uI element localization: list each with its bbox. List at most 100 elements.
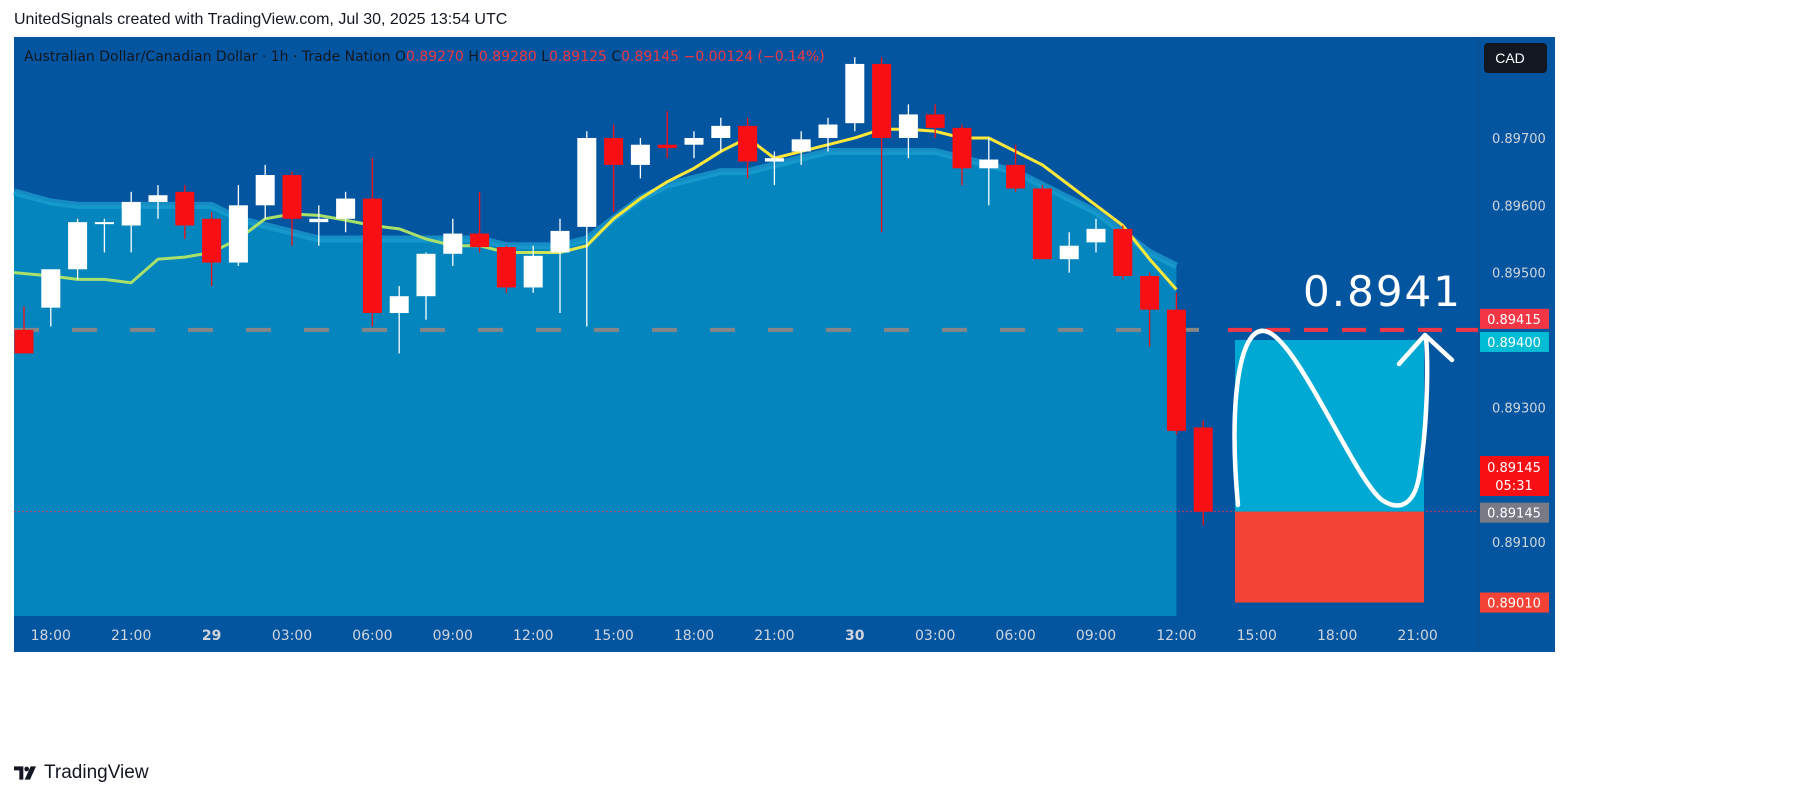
bullish-candle bbox=[523, 255, 543, 288]
bullish-candle bbox=[148, 195, 168, 202]
bearish-candle bbox=[202, 218, 222, 263]
price-tick-label: 0.89600 bbox=[1492, 199, 1546, 214]
bullish-candle bbox=[1059, 245, 1079, 260]
time-tick-label: 18:00 bbox=[1317, 628, 1357, 644]
tradingview-logo[interactable]: TradingView bbox=[14, 762, 149, 784]
ohlc-open-label: O bbox=[395, 49, 406, 65]
bullish-candle bbox=[684, 137, 704, 145]
ohlc-low-label: L bbox=[541, 49, 549, 65]
bullish-candle bbox=[845, 63, 865, 124]
ohlc-change-value: −0.00124 (−0.14%) bbox=[683, 49, 824, 65]
bullish-candle bbox=[68, 222, 88, 270]
red-level-price-label-badge bbox=[1480, 308, 1549, 329]
bullish-candle bbox=[1086, 228, 1106, 243]
time-tick-label: 12:00 bbox=[1156, 628, 1196, 644]
red-level-price-label: 0.89415 bbox=[1487, 313, 1541, 328]
tradingview-logo-icon bbox=[14, 766, 36, 780]
bearish-candle bbox=[657, 144, 677, 149]
projected-path-curve bbox=[1232, 328, 1430, 508]
time-tick-label: 03:00 bbox=[272, 628, 312, 644]
projected-path-arrowhead bbox=[1396, 332, 1455, 367]
bullish-candle bbox=[336, 198, 356, 219]
last-price-label-badge bbox=[1480, 502, 1549, 523]
bullish-candle bbox=[898, 114, 918, 138]
chart-header: UnitedSignals created with TradingView.c… bbox=[14, 11, 508, 28]
time-tick-label: 03:00 bbox=[915, 628, 955, 644]
ohlc-high-label: H bbox=[468, 49, 479, 65]
bearish-candle bbox=[1166, 309, 1186, 431]
ohlc-open-value: 0.89270 bbox=[406, 49, 468, 65]
bearish-candle bbox=[1006, 164, 1026, 189]
candle-countdown-label: 05:31 bbox=[1495, 479, 1532, 494]
bearish-candle bbox=[1113, 228, 1133, 277]
currency-button-bg bbox=[1484, 43, 1547, 73]
bearish-candle bbox=[1193, 427, 1213, 512]
bullish-candle bbox=[94, 222, 114, 225]
time-tick-label: 15:00 bbox=[593, 628, 633, 644]
candles-group bbox=[14, 57, 1213, 526]
bullish-candle bbox=[818, 124, 838, 138]
bullish-candle bbox=[979, 159, 999, 169]
bullish-candle bbox=[550, 230, 570, 253]
time-tick-label: 09:00 bbox=[433, 628, 473, 644]
time-tick-label: 06:00 bbox=[352, 628, 392, 644]
time-tick-label: 29 bbox=[202, 628, 221, 644]
time-tick-label: 30 bbox=[845, 628, 865, 644]
bullish-candle bbox=[41, 269, 61, 308]
ohlc-close-value: 0.89145 bbox=[621, 49, 683, 65]
bullish-candle bbox=[443, 233, 463, 254]
time-tick-label: 15:00 bbox=[1237, 628, 1277, 644]
ohlc-high-value: 0.89280 bbox=[479, 49, 541, 65]
bullish-candle bbox=[228, 205, 248, 263]
price-tick-label: 0.89700 bbox=[1492, 132, 1546, 147]
stop-level-price-label-badge bbox=[1480, 592, 1549, 613]
time-tick-label: 21:00 bbox=[754, 628, 794, 644]
bearish-candle bbox=[925, 114, 945, 128]
bearish-candle bbox=[604, 137, 624, 165]
bearish-candle bbox=[14, 329, 34, 354]
bearish-candle bbox=[282, 175, 302, 219]
time-tick-label: 18:00 bbox=[31, 628, 71, 644]
last-price-label: 0.89145 bbox=[1487, 507, 1541, 522]
stop-loss-zone bbox=[1235, 511, 1424, 603]
target-level-price-label-badge bbox=[1480, 331, 1549, 352]
bearish-candle bbox=[496, 247, 516, 288]
target-price-label: 0.8941 bbox=[1303, 267, 1462, 316]
indicator-band-area bbox=[14, 151, 1177, 616]
time-tick-label: 21:00 bbox=[1397, 628, 1437, 644]
bullish-candle bbox=[630, 144, 650, 165]
bearish-candle bbox=[470, 233, 490, 248]
ohlc-close-label: C bbox=[611, 49, 621, 65]
bullish-candle bbox=[389, 296, 409, 314]
bullish-candle bbox=[309, 218, 329, 223]
current-price-label: 0.89145 bbox=[1487, 461, 1541, 476]
bearish-candle bbox=[872, 63, 892, 138]
current-price-badge bbox=[1480, 456, 1549, 496]
bearish-candle bbox=[952, 127, 972, 169]
symbol-legend: Australian Dollar/Canadian Dollar · 1h ·… bbox=[24, 49, 825, 65]
currency-button-label: CAD bbox=[1495, 50, 1525, 66]
bearish-candle bbox=[1032, 188, 1052, 260]
time-tick-label: 18:00 bbox=[674, 628, 714, 644]
tradingview-brand-name: TradingView bbox=[44, 762, 149, 783]
bullish-candle bbox=[791, 139, 811, 152]
bullish-candle bbox=[577, 137, 597, 227]
time-axis-bg bbox=[14, 616, 1555, 652]
stop-level-price-label: 0.89010 bbox=[1487, 597, 1541, 612]
time-tick-label: 09:00 bbox=[1076, 628, 1116, 644]
price-tick-label: 0.89300 bbox=[1492, 401, 1546, 416]
symbol-title: Australian Dollar/Canadian Dollar · 1h ·… bbox=[24, 49, 395, 65]
price-tick-label: 0.89500 bbox=[1492, 267, 1546, 282]
time-tick-label: 06:00 bbox=[995, 628, 1035, 644]
bearish-candle bbox=[1140, 276, 1160, 310]
ohlc-low-value: 0.89125 bbox=[549, 49, 611, 65]
price-tick-label: 0.89100 bbox=[1492, 536, 1546, 551]
time-tick-label: 21:00 bbox=[111, 628, 151, 644]
bullish-candle bbox=[416, 253, 436, 297]
bearish-candle bbox=[362, 198, 382, 314]
bullish-candle bbox=[711, 125, 731, 138]
bullish-candle bbox=[764, 158, 784, 162]
bullish-candle bbox=[255, 175, 275, 206]
bullish-candle bbox=[121, 201, 141, 226]
